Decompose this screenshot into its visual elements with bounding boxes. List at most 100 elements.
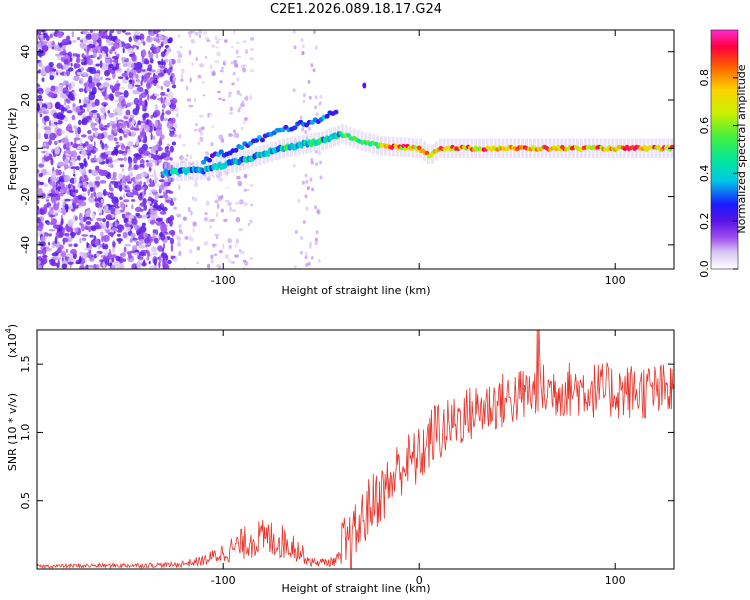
spectrogram-noise-speck bbox=[138, 244, 146, 249]
spectrogram-noise-speck bbox=[210, 125, 215, 128]
spectrogram-noise-speck bbox=[224, 39, 228, 43]
spectrogram-noise-speck bbox=[139, 238, 144, 245]
spectrogram-noise-speck bbox=[193, 128, 198, 132]
spectrogram-noise-speck bbox=[100, 198, 104, 204]
spectrogram-noise-speck bbox=[37, 83, 41, 88]
spectrogram-noise-speck bbox=[103, 104, 107, 108]
spectrogram-noise-speck bbox=[226, 186, 229, 189]
spectrogram-noise-speck bbox=[294, 230, 298, 234]
spectrogram-noise-speck bbox=[149, 219, 155, 225]
spectrogram-noise-speck bbox=[143, 80, 147, 84]
spectrogram-noise-speck bbox=[169, 214, 174, 221]
spectrogram-noise-speck bbox=[41, 65, 47, 73]
spectrogram-noise-speck bbox=[58, 208, 63, 213]
spectrogram-branch-cell bbox=[259, 137, 265, 143]
spectrogram-noise-speck bbox=[85, 88, 92, 92]
spectrogram-noise-speck bbox=[250, 37, 255, 41]
spectrogram-noise-speck bbox=[85, 40, 94, 44]
spectrogram-noise-speck bbox=[155, 150, 158, 155]
spectrogram-noise-speck bbox=[65, 35, 71, 41]
spectrogram-noise-speck bbox=[135, 138, 139, 147]
spectrogram-noise-speck bbox=[215, 46, 219, 49]
spectrogram-noise-speck bbox=[307, 126, 311, 131]
spectrogram-noise-speck bbox=[154, 119, 159, 128]
spectrogram-noise-speck bbox=[301, 180, 305, 185]
spectrogram-noise-speck bbox=[38, 100, 43, 106]
spectrogram-noise-speck bbox=[42, 232, 49, 238]
spectrogram-noise-speck bbox=[239, 93, 243, 97]
spectrogram-noise-speck bbox=[178, 229, 182, 233]
spectrogram-noise-speck bbox=[116, 238, 123, 242]
spectrogram-noise-speck bbox=[114, 51, 117, 55]
spectrogram-noise-speck bbox=[218, 250, 223, 254]
spectrogram-noise-speck bbox=[301, 51, 305, 55]
spectrogram-noise-speck bbox=[300, 235, 304, 240]
spectrogram-noise-speck bbox=[108, 248, 112, 257]
spectrogram-noise-speck bbox=[48, 233, 52, 237]
spectrogram-noise-speck bbox=[236, 89, 241, 95]
spectrogram-noise-speck bbox=[196, 261, 200, 264]
spectrogram-noise-speck bbox=[128, 79, 133, 85]
spectrogram-noise-speck bbox=[159, 184, 165, 190]
spectrogram-noise-speck bbox=[100, 126, 105, 131]
spectrogram-noise-speck bbox=[122, 232, 128, 239]
spectrogram-noise-speck bbox=[42, 71, 47, 76]
spectrogram-noise-speck bbox=[141, 75, 144, 82]
spectrogram-noise-speck bbox=[139, 131, 143, 139]
spectrogram-noise-speck bbox=[107, 232, 115, 236]
spectrogram-noise-speck bbox=[158, 261, 161, 269]
spectrogram-noise-speck bbox=[56, 112, 63, 120]
spectrogram-noise-speck bbox=[197, 141, 200, 145]
spectrogram-noise-speck bbox=[37, 132, 42, 140]
spectrogram-noise-speck bbox=[216, 203, 220, 209]
spectrogram-noise-speck bbox=[98, 34, 101, 37]
spectrogram-noise-speck bbox=[159, 223, 167, 231]
spectrogram-noise-speck bbox=[315, 230, 319, 235]
spectrogram-noise-speck bbox=[310, 255, 314, 260]
spectrogram-noise-speck bbox=[38, 69, 41, 74]
spectrogram-noise-speck bbox=[86, 103, 92, 111]
spectrogram-noise-speck bbox=[148, 159, 157, 163]
spectrogram-noise-speck bbox=[70, 141, 73, 146]
spectrogram-noise-speck bbox=[121, 121, 127, 129]
spectrogram-noise-speck bbox=[204, 55, 208, 60]
spectrogram-noise-speck bbox=[228, 133, 233, 137]
spectrogram-noise-speck bbox=[211, 70, 216, 77]
spectrogram-noise-speck bbox=[250, 257, 253, 260]
spectrogram-noise-speck bbox=[216, 263, 221, 269]
spectrogram-noise-speck bbox=[189, 77, 192, 83]
spectrogram-noise-speck bbox=[141, 261, 147, 267]
spectrogram-noise-speck bbox=[144, 73, 151, 80]
spectrogram-noise-speck bbox=[101, 142, 105, 150]
spectrogram-noise-speck bbox=[232, 129, 237, 134]
spectrogram-noise-speck bbox=[82, 181, 88, 189]
spectrogram-noise-speck bbox=[142, 232, 149, 239]
spectrogram-noise-speck bbox=[177, 53, 183, 59]
spectrogram-noise-speck bbox=[114, 90, 121, 98]
spectrogram-noise-speck bbox=[90, 225, 97, 232]
spectrogram-noise-speck bbox=[106, 214, 112, 220]
spectrogram-noise-speck bbox=[147, 93, 150, 101]
spectrogram-noise-speck bbox=[150, 189, 158, 193]
spectrogram-noise-speck bbox=[131, 72, 134, 80]
spectrogram-noise-speck bbox=[214, 199, 219, 204]
spectrogram-noise-speck bbox=[158, 33, 163, 41]
spectrogram-noise-speck bbox=[57, 265, 60, 268]
spectrogram-noise-speck bbox=[301, 127, 305, 132]
spectrogram-noise-speck bbox=[109, 162, 113, 168]
spectrogram-noise-speck bbox=[293, 45, 297, 50]
spectrogram-noise-speck bbox=[148, 192, 153, 196]
spectrogram-noise-speck bbox=[206, 152, 210, 156]
spectrogram-noise-speck bbox=[225, 199, 230, 202]
spectrogram-noise-speck bbox=[69, 227, 74, 233]
spectrogram-noise-speck bbox=[105, 150, 112, 155]
spectrogram-noise-speck bbox=[57, 84, 64, 92]
spectrogram-noise-speck bbox=[69, 161, 73, 166]
spectrogram-noise-speck bbox=[49, 33, 53, 39]
spectrogram-noise-speck bbox=[108, 112, 115, 118]
spectrogram-noise-speck bbox=[77, 200, 83, 204]
spectrogram-noise-speck bbox=[167, 91, 174, 100]
spectrogram-noise-speck bbox=[112, 241, 116, 248]
spectrogram-noise-speck bbox=[159, 232, 164, 237]
spectrogram-noise-speck bbox=[52, 203, 60, 211]
